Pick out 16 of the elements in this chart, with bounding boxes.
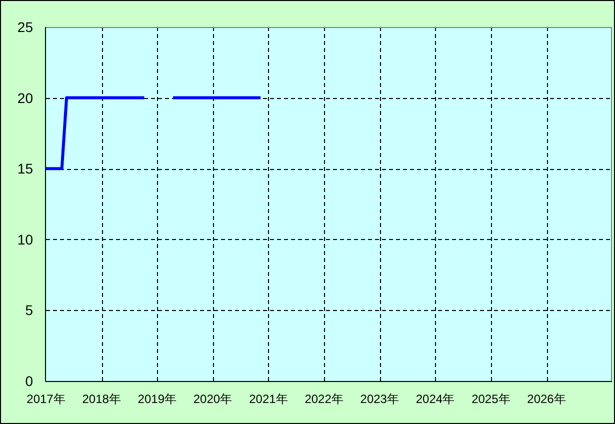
x-tick-label: 2020年	[193, 392, 232, 406]
y-tick-label: 15	[17, 160, 33, 177]
y-tick-label: 0	[25, 373, 33, 389]
x-tick-label: 2023年	[360, 392, 399, 406]
x-tick-label: 2021年	[249, 392, 288, 406]
y-tick-label: 25	[17, 19, 33, 35]
x-tick-label: 2025年	[472, 392, 510, 406]
y-tick-label: 10	[17, 231, 33, 248]
x-tick-label: 2022年	[304, 392, 344, 406]
x-tick-label: 2024年	[416, 392, 455, 406]
x-tick-label: 2026年	[527, 392, 566, 406]
y-tick-label: 5	[25, 302, 33, 318]
x-tick-label: 2019年	[138, 392, 176, 406]
x-tick-label: 2018年	[82, 392, 121, 406]
y-tick-label: 20	[17, 90, 33, 106]
x-tick-label: 2017年	[26, 392, 66, 406]
